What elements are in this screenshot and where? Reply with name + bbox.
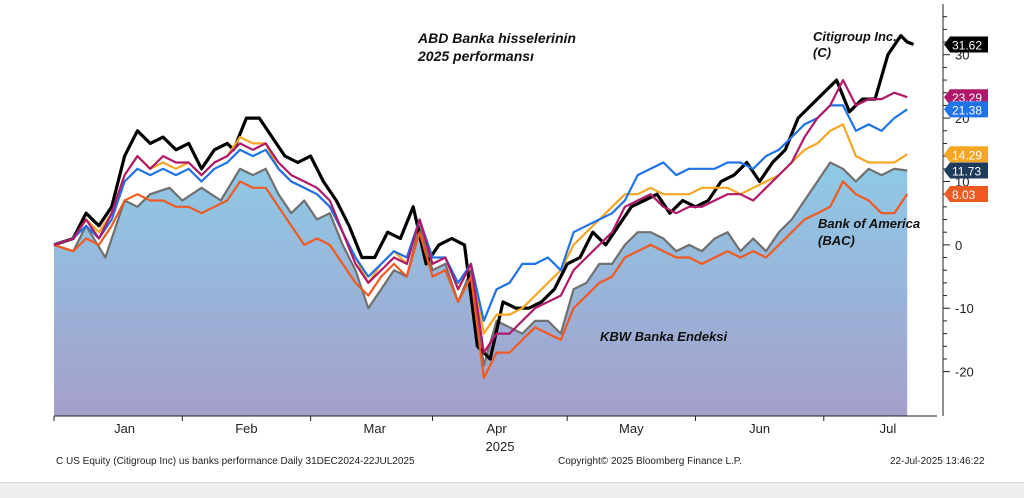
badge-shape [944,101,988,118]
citi-annotation-line2: (C) [813,45,831,60]
y-tick-label: 0 [955,238,962,253]
x-tick-label: Jan [114,421,135,436]
badge-shape [944,146,988,163]
series-line-0 [53,161,908,367]
x-tick-label: Jun [749,421,770,436]
kbw-area [54,162,908,416]
kbw-annotation: KBW Banka Endeksi [600,329,728,344]
badge-0: 31.62 [944,36,988,53]
badge-value: 14.29 [952,148,982,162]
series-line-5 [53,79,908,354]
badge-4: 11.73 [944,162,988,179]
footer-source: C US Equity (Citigroup Inc) us banks per… [56,456,415,467]
badge-value: 8.03 [952,188,976,202]
footer-copyright: Copyright© 2025 Bloomberg Finance L.P. [558,456,742,467]
x-tick-label: May [619,421,644,436]
series-line-4 [53,104,908,322]
kbw-area-fill [54,162,908,416]
badge-shape [944,185,988,202]
x-year-label: 2025 [486,439,515,454]
badge-2: 21.38 [944,101,988,118]
badge-value: 31.62 [952,38,982,52]
x-tick-label: Mar [364,421,387,436]
footer-timestamp: 22-Jul-2025 13:46:22 [890,456,985,467]
series-lines [53,34,915,380]
bac-annotation-line2: (BAC) [818,233,855,248]
badge-value: 21.38 [952,103,982,117]
badge-5: 8.03 [944,185,988,202]
y-tick-label: -10 [955,301,974,316]
badge-3: 14.29 [944,146,988,163]
bac-annotation-line1: Bank of America [818,216,920,231]
badge-shape [944,36,988,53]
x-tick-label: Apr [487,421,508,436]
series-line-2 [53,180,909,380]
series-line-1 [53,34,915,361]
badge-value: 11.73 [952,165,981,179]
chart-title-line1: ABD Banka hisselerinin [417,30,576,46]
y-tick-label: -20 [955,365,974,380]
chart-title-line2: 2025 performansı [417,48,534,64]
bottom-bar [0,482,1024,498]
x-tick-label: Feb [235,421,257,436]
badge-shape [944,162,988,179]
x-tick-label: Jul [880,421,897,436]
badge-shape [944,89,988,106]
citi-annotation-line1: Citigroup Inc. [813,29,897,44]
